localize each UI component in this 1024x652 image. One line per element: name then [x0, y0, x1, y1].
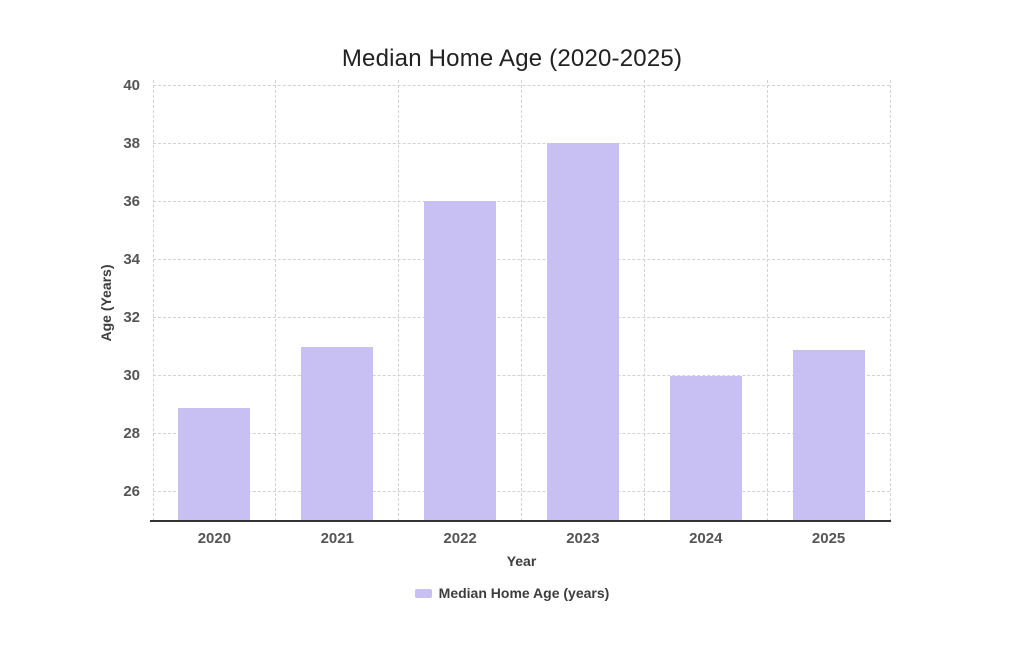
y-tick-label: 28 [123, 425, 140, 443]
bar-2024[interactable] [669, 375, 742, 521]
y-tick-label: 38 [123, 134, 140, 152]
x-tick-label: 2021 [320, 530, 354, 547]
x-axis-title: Year [506, 553, 537, 569]
bar-2023[interactable] [546, 143, 619, 521]
y-tick-label: 34 [123, 250, 140, 268]
x-tick-label: 2022 [443, 530, 477, 547]
bar-2025[interactable] [792, 349, 865, 521]
bar-2022[interactable] [424, 201, 497, 521]
chart-title: Median Home Age (2020-2025) [341, 45, 683, 72]
gridline-x-1 [275, 80, 277, 521]
x-tick-label: 2024 [689, 530, 723, 547]
x-axis-line [150, 520, 891, 522]
y-axis-title: Age (Years) [98, 264, 114, 342]
gridline-x-2 [398, 80, 400, 521]
y-tick-label: 32 [123, 309, 140, 327]
gridline-x-3 [521, 80, 522, 521]
legend-label: Median Home Age (years) [438, 585, 610, 601]
gridline-x-0 [152, 80, 154, 521]
y-tick-label: 36 [123, 192, 140, 210]
legend-swatch [414, 588, 432, 598]
y-tick-label: 26 [123, 483, 140, 501]
gridline-x-6 [889, 80, 891, 521]
bar-2020[interactable] [178, 407, 251, 521]
x-tick-label: 2025 [811, 530, 846, 547]
y-tick-label: 30 [123, 367, 140, 385]
x-tick-label: 2020 [197, 530, 232, 547]
bar-2021[interactable] [301, 346, 374, 521]
legend-item[interactable]: Median Home Age (years) [0, 585, 1024, 601]
gridline-x-5 [766, 80, 768, 521]
gridline-x-4 [643, 80, 645, 521]
x-tick-label: 2023 [566, 530, 600, 547]
y-tick-label: 40 [123, 76, 140, 94]
